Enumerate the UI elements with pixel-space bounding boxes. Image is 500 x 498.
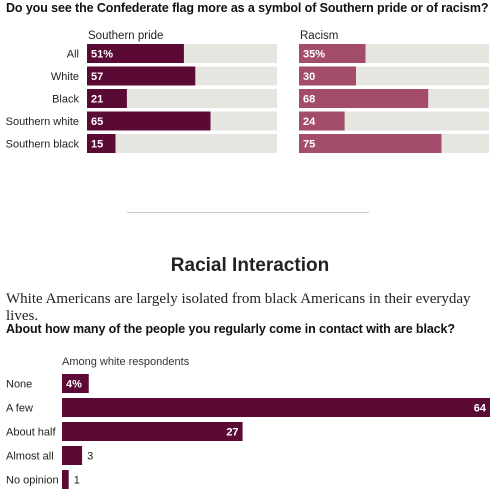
series-header-racism: Racism — [300, 30, 339, 42]
series-header-southern-pride: Southern pride — [88, 30, 164, 42]
bar-value-label: 24 — [303, 116, 316, 128]
row-label: Black — [52, 94, 79, 106]
bar — [299, 89, 429, 108]
bar-value-label: 75 — [303, 139, 315, 151]
bar — [87, 134, 116, 153]
row-label: A few — [6, 403, 33, 415]
bar — [299, 111, 345, 131]
row-label: About half — [6, 427, 56, 439]
row-label: None — [6, 379, 32, 391]
bar-value-label: 57 — [91, 71, 103, 83]
bar-track — [87, 134, 277, 153]
bar-value-label: 27 — [226, 427, 238, 439]
bar-value-label: 65 — [91, 116, 103, 128]
contact-chart: None 4% A few 64 About half 27 Almost all 3 No o… — [6, 374, 490, 489]
bar — [87, 66, 196, 86]
bar-value-label: 21 — [91, 94, 103, 106]
question-1-title: Do you see the Confederate flag more as … — [6, 1, 489, 15]
bar-value-label: 3 — [87, 451, 93, 463]
bar — [299, 44, 366, 63]
chart-subtitle: Among white respondents — [62, 356, 190, 368]
bar — [87, 89, 127, 108]
flag-symbol-chart: All 51% 35% White 57 30 Black 21 68 Southern whit… — [6, 44, 489, 153]
bar-value-label: 1 — [74, 475, 80, 487]
question-2-title: About how many of the people you regular… — [6, 322, 455, 336]
bar-value-label: 35% — [303, 49, 325, 61]
section-text: White Americans are largely isolated fro… — [6, 291, 471, 324]
row-label: White — [51, 71, 79, 83]
bar-value-label: 15 — [91, 139, 103, 151]
bar-value-label: 68 — [303, 94, 315, 106]
bar — [87, 111, 211, 131]
bar — [87, 44, 184, 63]
section-divider — [127, 212, 369, 213]
section-title: Racial Interaction — [170, 255, 330, 276]
bar-value-label: 4% — [66, 379, 82, 391]
bar-track — [87, 89, 277, 108]
bar-value-label: 30 — [303, 71, 315, 83]
bar — [62, 374, 89, 393]
row-label: All — [67, 49, 79, 61]
row-label: No opinion — [6, 475, 59, 487]
bar-track — [299, 111, 489, 131]
bar — [299, 66, 356, 86]
row-label: Southern white — [6, 116, 79, 128]
bar — [299, 134, 442, 153]
bar-value-label: 51% — [91, 49, 113, 61]
row-label: Almost all — [6, 451, 54, 463]
bar — [62, 446, 83, 465]
bar — [62, 422, 243, 441]
bar — [62, 470, 69, 489]
row-label: Southern black — [6, 139, 80, 151]
bar-value-label: 64 — [474, 403, 487, 415]
bar — [62, 398, 490, 417]
